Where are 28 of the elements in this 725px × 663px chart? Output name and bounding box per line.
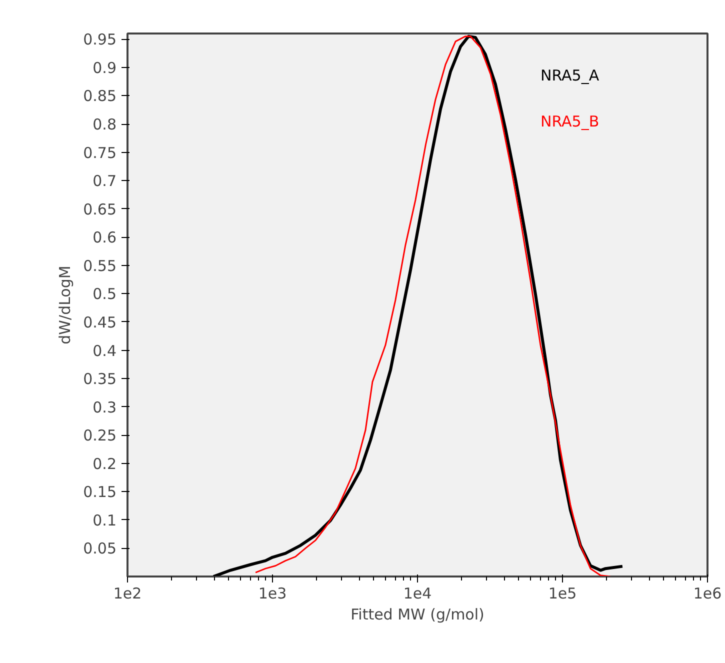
y-tick-label: 0.4: [92, 342, 117, 360]
x-tick-label: 1e4: [403, 584, 432, 602]
y-tick-label: 0.55: [83, 256, 117, 275]
y-axis-title: dW/dLogM: [56, 266, 74, 344]
y-tick-label: 0.9: [92, 58, 117, 77]
y-tick-label: 0.1: [92, 511, 117, 530]
x-tick-label: 1e3: [258, 584, 287, 602]
y-tick-label: 0.7: [92, 172, 117, 190]
y-tick-label: 0.85: [83, 87, 117, 106]
y-tick-label: 0.95: [83, 30, 117, 49]
y-tick-label: 0.15: [83, 483, 117, 502]
x-tick-label: 1e5: [548, 584, 577, 602]
text: NRA5_A: [540, 66, 600, 84]
y-tick-label: 0.2: [92, 454, 117, 473]
x-tick-label: 1e6: [693, 584, 722, 602]
y-tick-label: 0.5: [92, 285, 117, 304]
y-tick-label: 0.75: [83, 144, 117, 162]
y-tick-label: 0.8: [92, 116, 117, 134]
y-tick-label: 0.45: [83, 313, 117, 332]
y-tick-label: 0.3: [92, 398, 117, 416]
y-tick-label: 0.35: [83, 370, 117, 388]
y-tick-label: 0.65: [83, 200, 117, 218]
x-axis-title: Fitted MW (g/mol): [350, 606, 484, 624]
y-tick-label: 0.05: [83, 540, 117, 558]
y-tick-label: 0.25: [83, 426, 117, 445]
text: NRA5_B: [540, 112, 600, 130]
x-tick-label: 1e2: [113, 584, 142, 602]
y-tick-label: 0.6: [92, 228, 117, 247]
